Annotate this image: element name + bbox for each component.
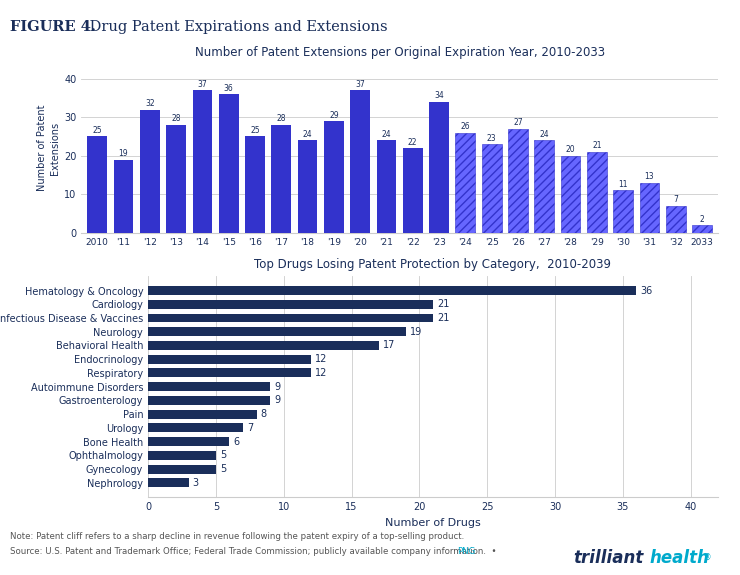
Bar [148,410,257,419]
Text: 5: 5 [220,464,226,474]
Text: 28: 28 [172,114,181,124]
Text: Note: Patent cliff refers to a sharp decline in revenue following the patent exp: Note: Patent cliff refers to a sharp dec… [10,532,464,541]
Bar [148,313,433,323]
Bar [148,327,406,336]
Bar [166,125,186,233]
Bar [148,465,216,474]
Text: 20: 20 [565,145,575,154]
Text: 8: 8 [260,409,266,419]
Title: Number of Patent Extensions per Original Expiration Year, 2010-2033: Number of Patent Extensions per Original… [195,47,605,59]
Bar [148,341,379,350]
Text: 9: 9 [274,396,280,405]
Text: 19: 19 [410,327,422,337]
Text: 19: 19 [118,149,128,158]
Text: 12: 12 [315,354,327,364]
Bar [613,190,633,233]
Text: trilliant: trilliant [574,549,644,567]
Bar [148,369,311,377]
Bar [87,136,107,233]
Text: 24: 24 [303,130,312,139]
Text: 2: 2 [699,214,704,224]
Text: 22: 22 [408,137,417,147]
Text: 36: 36 [223,83,234,93]
Bar [561,156,580,233]
Bar [692,225,712,233]
X-axis label: Number of Drugs: Number of Drugs [385,518,481,528]
Text: 25: 25 [92,126,102,135]
Text: Source: U.S. Patent and Trademark Office; Federal Trade Commission; publicly ava: Source: U.S. Patent and Trademark Office… [10,547,502,557]
Text: 12: 12 [315,368,327,378]
Bar [114,160,133,233]
Bar [148,396,270,405]
Text: 21: 21 [437,299,449,309]
Text: 36: 36 [640,286,653,296]
Text: 9: 9 [274,382,280,392]
Bar [140,109,160,233]
Text: Drug Patent Expirations and Extensions: Drug Patent Expirations and Extensions [85,20,388,34]
Bar [148,355,311,363]
Bar [192,90,212,233]
Bar [324,121,343,233]
Text: 24: 24 [539,130,549,139]
Text: 23: 23 [487,133,497,143]
Bar [148,423,243,432]
Title: Top Drugs Losing Patent Protection by Category,  2010-2039: Top Drugs Losing Patent Protection by Ca… [255,258,611,271]
Bar [148,437,229,446]
Bar [245,136,265,233]
Text: 27: 27 [513,118,522,127]
Text: 5: 5 [220,450,226,461]
Bar [639,183,659,233]
Text: 21: 21 [437,313,449,323]
Bar [429,102,449,233]
Text: 17: 17 [383,340,395,351]
Bar [508,129,528,233]
Text: 28: 28 [277,114,286,124]
Bar [377,140,397,233]
Text: 24: 24 [382,130,391,139]
Bar [297,140,317,233]
Text: 26: 26 [460,122,470,131]
Bar [350,90,370,233]
Text: 13: 13 [645,172,654,181]
Text: 21: 21 [592,141,602,151]
Bar [482,144,502,233]
Text: 37: 37 [355,80,365,89]
Bar [148,451,216,460]
Text: 7: 7 [673,196,678,204]
Bar [148,300,433,309]
Text: 29: 29 [329,110,339,120]
Bar [148,382,270,391]
Text: PNG: PNG [457,547,476,557]
Text: 37: 37 [198,80,207,89]
Bar [272,125,291,233]
Text: FIGURE 4.: FIGURE 4. [10,20,95,34]
Text: 7: 7 [247,423,253,433]
Bar [403,148,423,233]
Bar [587,152,607,233]
Bar [456,133,475,233]
Text: 11: 11 [619,180,628,189]
Y-axis label: Number of Patent
Extensions: Number of Patent Extensions [37,105,60,191]
Bar [148,286,636,295]
Text: 32: 32 [145,99,155,108]
Bar [666,206,685,233]
Text: 25: 25 [250,126,260,135]
Bar [219,94,238,233]
Text: 6: 6 [234,436,240,447]
Text: ®: ® [704,553,712,562]
Text: 3: 3 [192,478,199,488]
Text: health: health [650,549,710,567]
Bar [148,478,189,488]
Bar [534,140,554,233]
Text: 34: 34 [434,91,444,100]
